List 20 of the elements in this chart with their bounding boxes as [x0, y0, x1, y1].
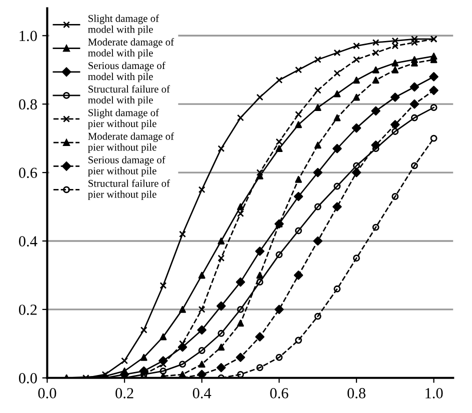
- legend-label: Slight damage of pier without pile: [88, 108, 159, 130]
- x-tick-label: 0.6: [270, 388, 288, 398]
- x-tick-label: 0.2: [116, 388, 134, 398]
- legend-label: Serious damage of pier without pile: [88, 156, 166, 176]
- x-tick-label: 0.8: [348, 388, 366, 398]
- y-tick-label: 0.0: [18, 373, 37, 384]
- legend-label: Moderate damage of model with pile: [88, 38, 174, 59]
- y-tick-label: 0.8: [18, 99, 37, 110]
- y-tick-label: 0.4: [18, 236, 38, 247]
- legend-label: Moderate damage of pier without pile: [88, 132, 174, 153]
- legend-label: Structural failure of pier without pile: [88, 179, 170, 200]
- legend-label: Structural failure of model with pile: [88, 85, 170, 106]
- x-tick-label: 1.0: [426, 388, 443, 398]
- legend-label: Serious damage of model with pile: [88, 62, 166, 82]
- legend-label: Slight damage of model with pile: [88, 14, 159, 35]
- y-tick-label: 0.6: [18, 168, 38, 178]
- y-tick-label: 0.2: [18, 304, 37, 315]
- x-tick-label: 0.0: [38, 388, 56, 398]
- x-tick-label: 0.4: [192, 388, 212, 398]
- y-tick-label: 1.0: [20, 30, 37, 42]
